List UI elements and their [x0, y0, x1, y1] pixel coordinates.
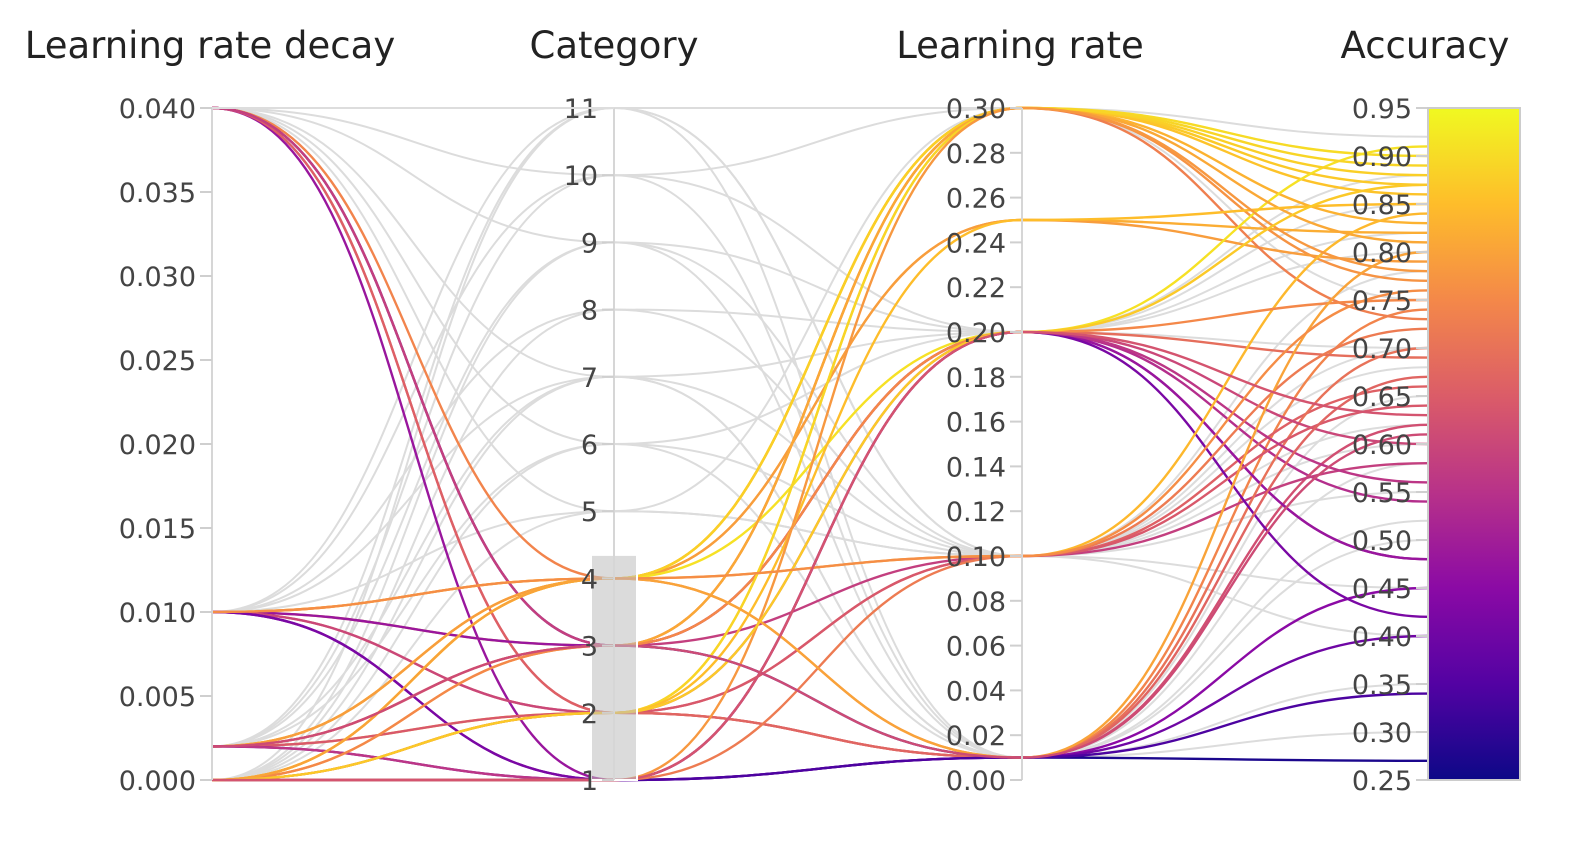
- tick-label: 0.60: [1352, 430, 1412, 461]
- tick-label: 0.040: [119, 94, 196, 125]
- run-line-unselected: [211, 106, 1429, 781]
- run-line: [211, 183, 1429, 782]
- run-line: [211, 202, 1429, 782]
- run-line-unselected: [211, 107, 1429, 558]
- accuracy-colorbar: [1427, 107, 1521, 781]
- run-line-unselected: [211, 107, 1429, 349]
- run-line: [211, 433, 1429, 759]
- tick-label: 0.28: [946, 139, 1006, 170]
- tick-label: 0.025: [119, 346, 196, 377]
- tick-label: 10: [564, 161, 598, 192]
- tick-label: 0.20: [946, 318, 1006, 349]
- tick-label: 0.95: [1352, 94, 1412, 125]
- tick-label: 0.00: [946, 766, 1006, 797]
- tick-label: 7: [581, 363, 598, 394]
- tick-label: 0.14: [946, 452, 1006, 483]
- tick-label: 0.010: [119, 598, 196, 629]
- tick-label: 0.16: [946, 408, 1006, 439]
- tick-label: 0.015: [119, 514, 196, 545]
- tick-label: 0.02: [946, 721, 1006, 752]
- tick-label: 0.65: [1352, 382, 1412, 413]
- tick-label: 0.90: [1352, 142, 1412, 173]
- run-line: [211, 106, 1429, 748]
- axis-title-lr: Learning rate: [896, 24, 1144, 67]
- run-line: [211, 106, 1429, 748]
- run-line: [211, 106, 1429, 748]
- tick-label: 0.26: [946, 184, 1006, 215]
- run-line-unselected: [211, 375, 1429, 781]
- tick-label: 3: [581, 632, 598, 663]
- tick-label: 4: [581, 564, 598, 595]
- run-line: [211, 106, 1429, 614]
- tick-label: 9: [581, 228, 598, 259]
- run-line-unselected: [211, 174, 1429, 748]
- tick-label: 0.035: [119, 178, 196, 209]
- run-line: [211, 218, 1429, 748]
- tick-label: 0.10: [946, 542, 1006, 573]
- run-line-unselected: [211, 308, 1429, 781]
- axis-title-category: Category: [529, 24, 698, 67]
- run-line: [211, 289, 1429, 614]
- tick-label: 0.000: [119, 766, 196, 797]
- tick-label: 5: [581, 497, 598, 528]
- run-line-unselected: [211, 203, 1429, 613]
- tick-label: 0.030: [119, 262, 196, 293]
- tick-label: 11: [564, 94, 598, 125]
- tick-label: 0.04: [946, 676, 1006, 707]
- tick-label: 0.35: [1352, 670, 1412, 701]
- run-line-unselected: [211, 231, 1429, 781]
- tick-label: 0.12: [946, 497, 1006, 528]
- axis-title-decay: Learning rate decay: [25, 24, 395, 67]
- tick-label: 0.020: [119, 430, 196, 461]
- tick-label: 0.06: [946, 632, 1006, 663]
- tick-label: 2: [581, 699, 598, 730]
- tick-label: 0.24: [946, 228, 1006, 259]
- tick-label: 0.50: [1352, 526, 1412, 557]
- tick-label: 0.08: [946, 587, 1006, 618]
- run-line-unselected: [211, 106, 1429, 759]
- run-line: [211, 298, 1429, 782]
- axis-title-accuracy: Accuracy: [1341, 24, 1510, 67]
- run-line-unselected: [211, 442, 1429, 781]
- run-line: [211, 106, 1429, 748]
- tick-label: 1: [581, 766, 598, 797]
- tick-label: 0.80: [1352, 238, 1412, 269]
- tick-label: 0.40: [1352, 622, 1412, 653]
- tick-label: 0.70: [1352, 334, 1412, 365]
- run-line-unselected: [211, 107, 1429, 378]
- tick-label: 8: [581, 296, 598, 327]
- run-line: [212, 330, 1429, 782]
- tick-label: 0.85: [1352, 190, 1412, 221]
- tick-label: 0.55: [1352, 478, 1412, 509]
- tick-label: 0.30: [1352, 718, 1412, 749]
- tick-label: 0.005: [119, 682, 196, 713]
- run-line-unselected: [211, 241, 1429, 748]
- axes: Learning rate decay0.0000.0050.0100.0150…: [25, 24, 1510, 797]
- tick-label: 0.22: [946, 273, 1006, 304]
- run-line-unselected: [211, 106, 1429, 748]
- tick-label: 0.30: [946, 94, 1006, 125]
- tick-label: 0.45: [1352, 574, 1412, 605]
- run-line: [211, 404, 1429, 748]
- selected-runs: [211, 106, 1429, 782]
- run-line-unselected: [211, 106, 1429, 513]
- tick-label: 0.75: [1352, 286, 1412, 317]
- run-line: [211, 250, 1429, 782]
- tick-label: 0.25: [1352, 766, 1412, 797]
- tick-label: 6: [581, 430, 598, 461]
- tick-label: 0.18: [946, 363, 1006, 394]
